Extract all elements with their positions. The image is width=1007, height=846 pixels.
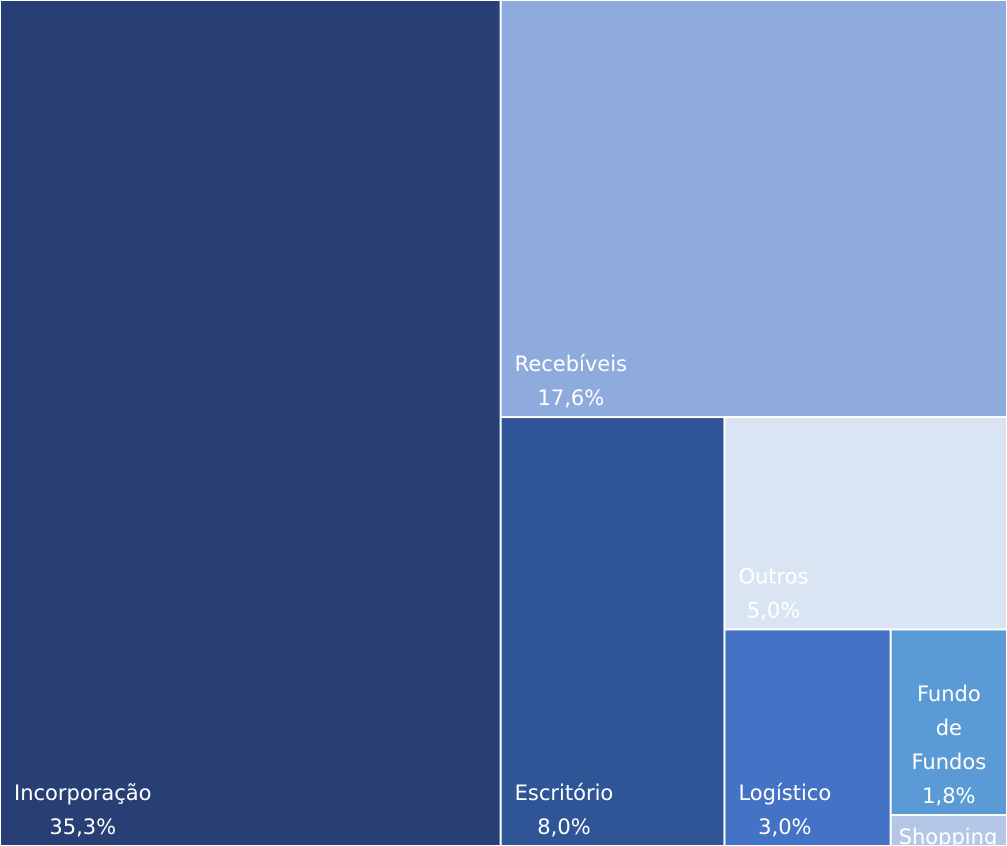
tile-name-line: Fundos [911, 750, 986, 774]
tile-label: Fundo de Fundos 1,8% [911, 682, 986, 808]
tile-name: Shopping [899, 825, 998, 846]
tile [1, 1, 500, 845]
tile-label: Logístico 3,0% [738, 781, 831, 839]
tile [501, 418, 724, 845]
tile-name: Logístico [738, 781, 831, 805]
tile [725, 630, 890, 845]
tile-value: 8,0% [537, 815, 590, 839]
tile-value: 3,0% [758, 815, 811, 839]
tile-name: Fundo de Fundos [911, 682, 986, 774]
tile-name: Outros [738, 564, 808, 588]
tile [891, 630, 1006, 815]
tile-value: 17,6% [537, 386, 604, 410]
tile-name: Incorporação [14, 781, 151, 805]
tile [725, 418, 1006, 629]
tile [891, 816, 1006, 845]
tile-name: Escritório [515, 781, 614, 805]
tile-value: 5,0% [747, 598, 800, 622]
tile-value: 1,8% [922, 784, 975, 808]
tile-label: Recebíveis 17,6% [515, 352, 627, 410]
tile-label: Outros 5,0% [738, 564, 808, 622]
tile-value: 35,3% [49, 815, 116, 839]
tile-name-line: Fundo [917, 682, 981, 706]
tile-label: Escritório 8,0% [515, 781, 614, 839]
tile-name-line: de [936, 716, 962, 740]
tile-label: Shopping [899, 825, 998, 846]
tile [501, 1, 1006, 417]
tile-label: Incorporação 35,3% [14, 781, 151, 839]
tile-name: Recebíveis [515, 352, 627, 376]
